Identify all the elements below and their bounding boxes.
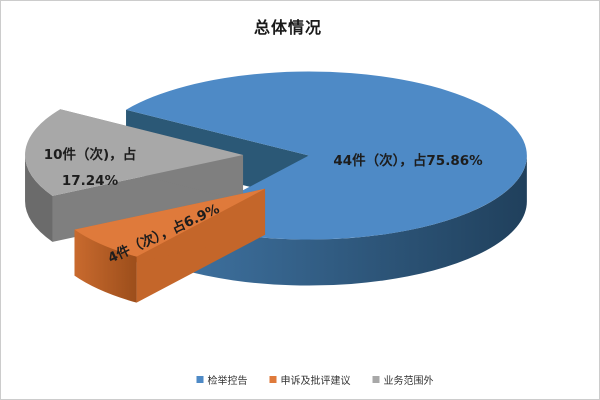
pie-slice-0-top xyxy=(126,71,527,240)
pie-slice-2-rim xyxy=(25,155,53,242)
slice-label-blue: 44件（次），占75.86% xyxy=(333,153,483,169)
legend: 检举控告 申诉及批评建议 业务范围外 xyxy=(196,372,434,387)
slice-label-gray-line2: 17.24% xyxy=(61,173,119,189)
pie-slice-1-rim xyxy=(74,229,137,303)
pie-slice-2-top xyxy=(25,109,244,196)
pie-slice-1-top xyxy=(74,188,266,257)
legend-swatch xyxy=(269,376,277,383)
legend-swatch xyxy=(372,376,380,383)
legend-item-1: 申诉及批评建议 xyxy=(269,372,351,387)
slice-label-gray-line1: 10件（次)，占 xyxy=(43,147,137,163)
legend-label-1: 申诉及批评建议 xyxy=(280,376,351,387)
legend-item-0: 检举控告 xyxy=(196,372,248,387)
legend-swatch xyxy=(196,376,204,383)
pie-slice-0-rim xyxy=(180,155,527,286)
legend-label-0: 检举控告 xyxy=(207,376,248,387)
legend-item-2: 业务范围外 xyxy=(372,372,434,387)
legend-label-2: 业务范围外 xyxy=(383,376,434,387)
chart-title: 总体情况 xyxy=(253,18,323,37)
slice-label-gray: 10件（次)，占 17.24% xyxy=(44,142,136,194)
